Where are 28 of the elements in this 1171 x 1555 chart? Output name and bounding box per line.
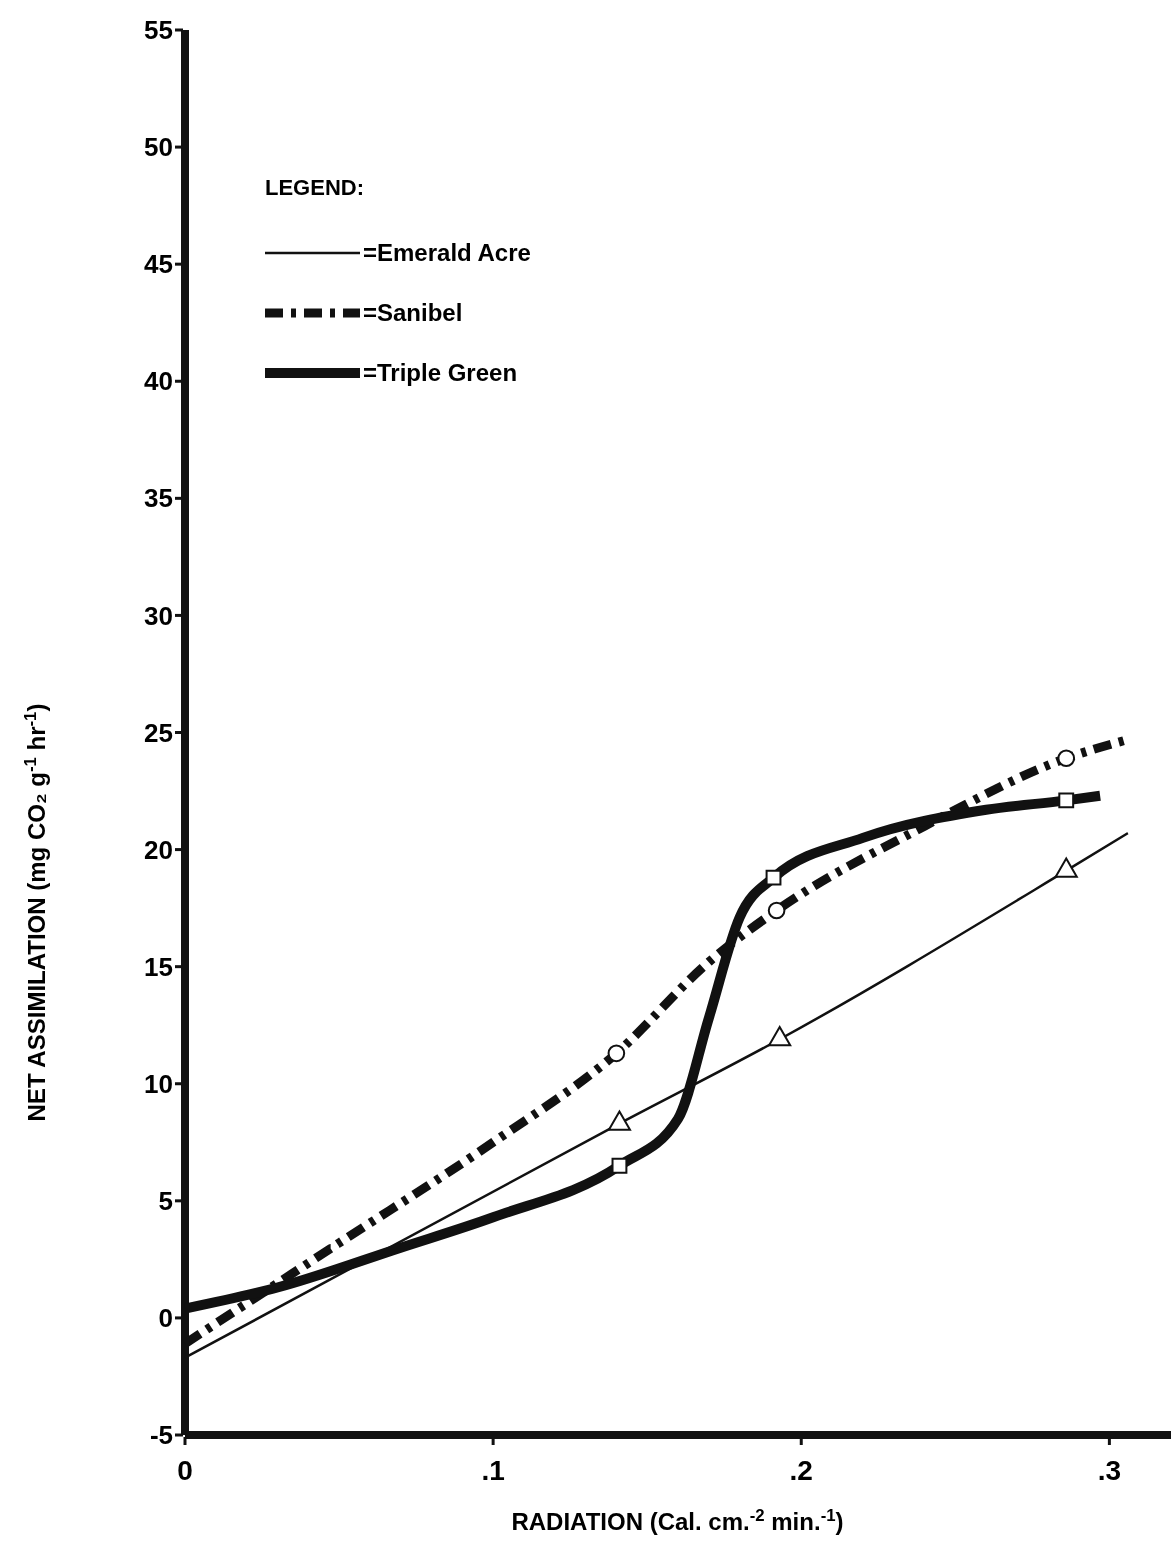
- x-tick-label: .2: [789, 1455, 813, 1486]
- x-axis-title: RADIATION (Cal. cm.$^{-2}$ min.$^{-1}$): [511, 1505, 844, 1535]
- legend-title: LEGEND:: [265, 175, 364, 200]
- point: [1058, 792, 1075, 809]
- point: [611, 1157, 628, 1174]
- y-tick-label: 30: [144, 600, 173, 631]
- point: [607, 1044, 626, 1063]
- point: [765, 869, 782, 886]
- y-tick-label: 35: [144, 483, 173, 514]
- x-tick-label: 0: [177, 1455, 193, 1486]
- y-tick-label: 50: [144, 132, 173, 163]
- point: [1057, 749, 1076, 768]
- y-tick-label: 20: [144, 834, 173, 865]
- legend-label: =Emerald Acre: [363, 239, 531, 267]
- x-tick-label: .1: [481, 1455, 505, 1486]
- x-tick-label: .3: [1097, 1455, 1122, 1486]
- y-tick-label: 5: [158, 1185, 173, 1216]
- y-tick-label: -5: [149, 1420, 173, 1451]
- y-tick-label: 25: [144, 717, 173, 748]
- y-tick-label: 55: [144, 15, 173, 46]
- y-tick-label: 45: [144, 249, 173, 280]
- legend-label: =Sanibel: [363, 299, 463, 327]
- point: [767, 901, 786, 920]
- y-tick-label: 10: [144, 1068, 173, 1099]
- legend-label: =Triple Green: [363, 359, 518, 387]
- y-tick-label: 40: [144, 366, 173, 397]
- y-tick-label: 0: [158, 1303, 173, 1334]
- y-tick-label: 15: [144, 951, 173, 982]
